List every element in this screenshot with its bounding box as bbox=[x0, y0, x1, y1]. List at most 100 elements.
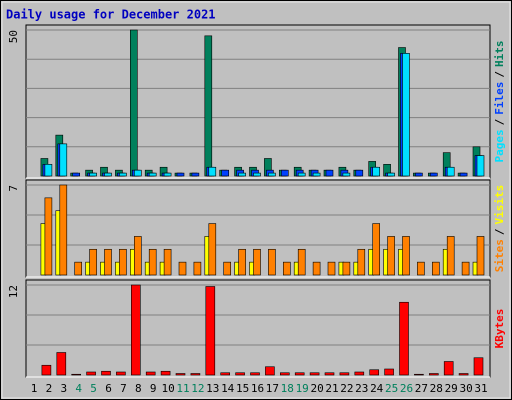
x-tick-label: 18 bbox=[281, 382, 294, 395]
bar bbox=[428, 373, 439, 376]
bar bbox=[280, 169, 289, 177]
x-tick-label: 8 bbox=[135, 382, 142, 395]
x-tick-label: 22 bbox=[340, 382, 353, 395]
bar bbox=[101, 370, 111, 376]
bar bbox=[119, 172, 127, 177]
legend-separator: / bbox=[493, 118, 506, 125]
bar bbox=[56, 352, 67, 376]
x-tick-label: 23 bbox=[355, 382, 368, 395]
bar bbox=[238, 248, 246, 276]
bar bbox=[324, 372, 335, 376]
bar bbox=[130, 29, 138, 177]
bar bbox=[191, 172, 200, 177]
bar bbox=[204, 35, 213, 177]
bar bbox=[325, 169, 334, 177]
bar bbox=[253, 248, 261, 276]
bar bbox=[205, 286, 216, 376]
bar bbox=[357, 248, 366, 276]
legend-entry: Pages bbox=[493, 129, 506, 162]
legend-separator: / bbox=[493, 228, 506, 235]
x-tick-label: 7 bbox=[120, 382, 127, 395]
x-tick-label: 12 bbox=[191, 382, 204, 395]
bar bbox=[176, 172, 185, 177]
x-tick-label: 24 bbox=[370, 382, 384, 395]
legend-separator: / bbox=[493, 71, 506, 78]
bar bbox=[312, 172, 321, 177]
bar bbox=[429, 172, 438, 177]
bar bbox=[193, 261, 202, 276]
bar bbox=[417, 261, 425, 276]
bar bbox=[131, 284, 141, 376]
legend: Sites / Visits bbox=[493, 185, 506, 273]
x-tick-label: 15 bbox=[236, 382, 249, 395]
bar bbox=[431, 261, 440, 276]
bar bbox=[104, 248, 112, 276]
bar bbox=[369, 369, 380, 376]
bar bbox=[116, 371, 126, 376]
legend: KBytes bbox=[493, 309, 506, 349]
legend-entry: Visits bbox=[493, 185, 506, 225]
bar bbox=[309, 372, 320, 376]
bar bbox=[342, 172, 351, 177]
bar bbox=[220, 372, 230, 376]
bar bbox=[297, 248, 306, 276]
bar bbox=[312, 261, 321, 276]
x-tick-label: 6 bbox=[105, 382, 112, 395]
bar bbox=[238, 172, 246, 177]
x-tick-label: 10 bbox=[161, 382, 174, 395]
bar bbox=[372, 223, 381, 276]
bar bbox=[41, 364, 52, 376]
bar bbox=[279, 372, 290, 376]
x-tick-label: 25 bbox=[385, 382, 398, 395]
bar bbox=[148, 172, 157, 177]
x-tick-label: 14 bbox=[221, 382, 235, 395]
y-tick-label: 12 bbox=[7, 285, 20, 298]
legend-entry: Files bbox=[493, 82, 506, 115]
bar bbox=[71, 373, 81, 376]
bar bbox=[461, 261, 470, 276]
legend: Pages / Files / Hits bbox=[493, 41, 506, 163]
bar bbox=[104, 172, 112, 177]
bar bbox=[294, 372, 305, 376]
bar bbox=[342, 261, 351, 276]
bar bbox=[74, 261, 82, 276]
bar bbox=[72, 172, 80, 177]
bar bbox=[265, 366, 275, 376]
x-tick-label: 17 bbox=[266, 382, 279, 395]
legend-entry: Hits bbox=[493, 41, 506, 68]
x-tick-label: 27 bbox=[415, 382, 428, 395]
bar bbox=[250, 372, 260, 376]
x-tick-label: 20 bbox=[310, 382, 323, 395]
bar bbox=[134, 169, 142, 177]
bar bbox=[163, 172, 172, 177]
x-tick-label: 19 bbox=[296, 382, 309, 395]
x-tick-label: 13 bbox=[206, 382, 219, 395]
bar bbox=[44, 197, 53, 276]
bar bbox=[446, 166, 455, 177]
x-tick-label: 30 bbox=[459, 382, 472, 395]
bar bbox=[268, 172, 276, 177]
bar bbox=[414, 373, 424, 376]
bar bbox=[221, 169, 229, 177]
bar bbox=[458, 373, 469, 376]
bar bbox=[355, 169, 364, 177]
bar bbox=[384, 368, 394, 376]
bar bbox=[387, 172, 395, 177]
plot-area bbox=[25, 24, 491, 179]
bar bbox=[148, 248, 157, 276]
bar bbox=[339, 372, 350, 376]
bar bbox=[223, 261, 231, 276]
bar bbox=[327, 261, 336, 276]
bar bbox=[208, 223, 217, 276]
bar bbox=[59, 184, 68, 276]
x-tick-label: 11 bbox=[176, 382, 189, 395]
bar bbox=[297, 172, 306, 177]
bar bbox=[446, 236, 455, 276]
x-tick-label: 21 bbox=[325, 382, 338, 395]
bar bbox=[163, 248, 172, 276]
x-tick-label: 28 bbox=[430, 382, 443, 395]
bar bbox=[175, 373, 186, 376]
